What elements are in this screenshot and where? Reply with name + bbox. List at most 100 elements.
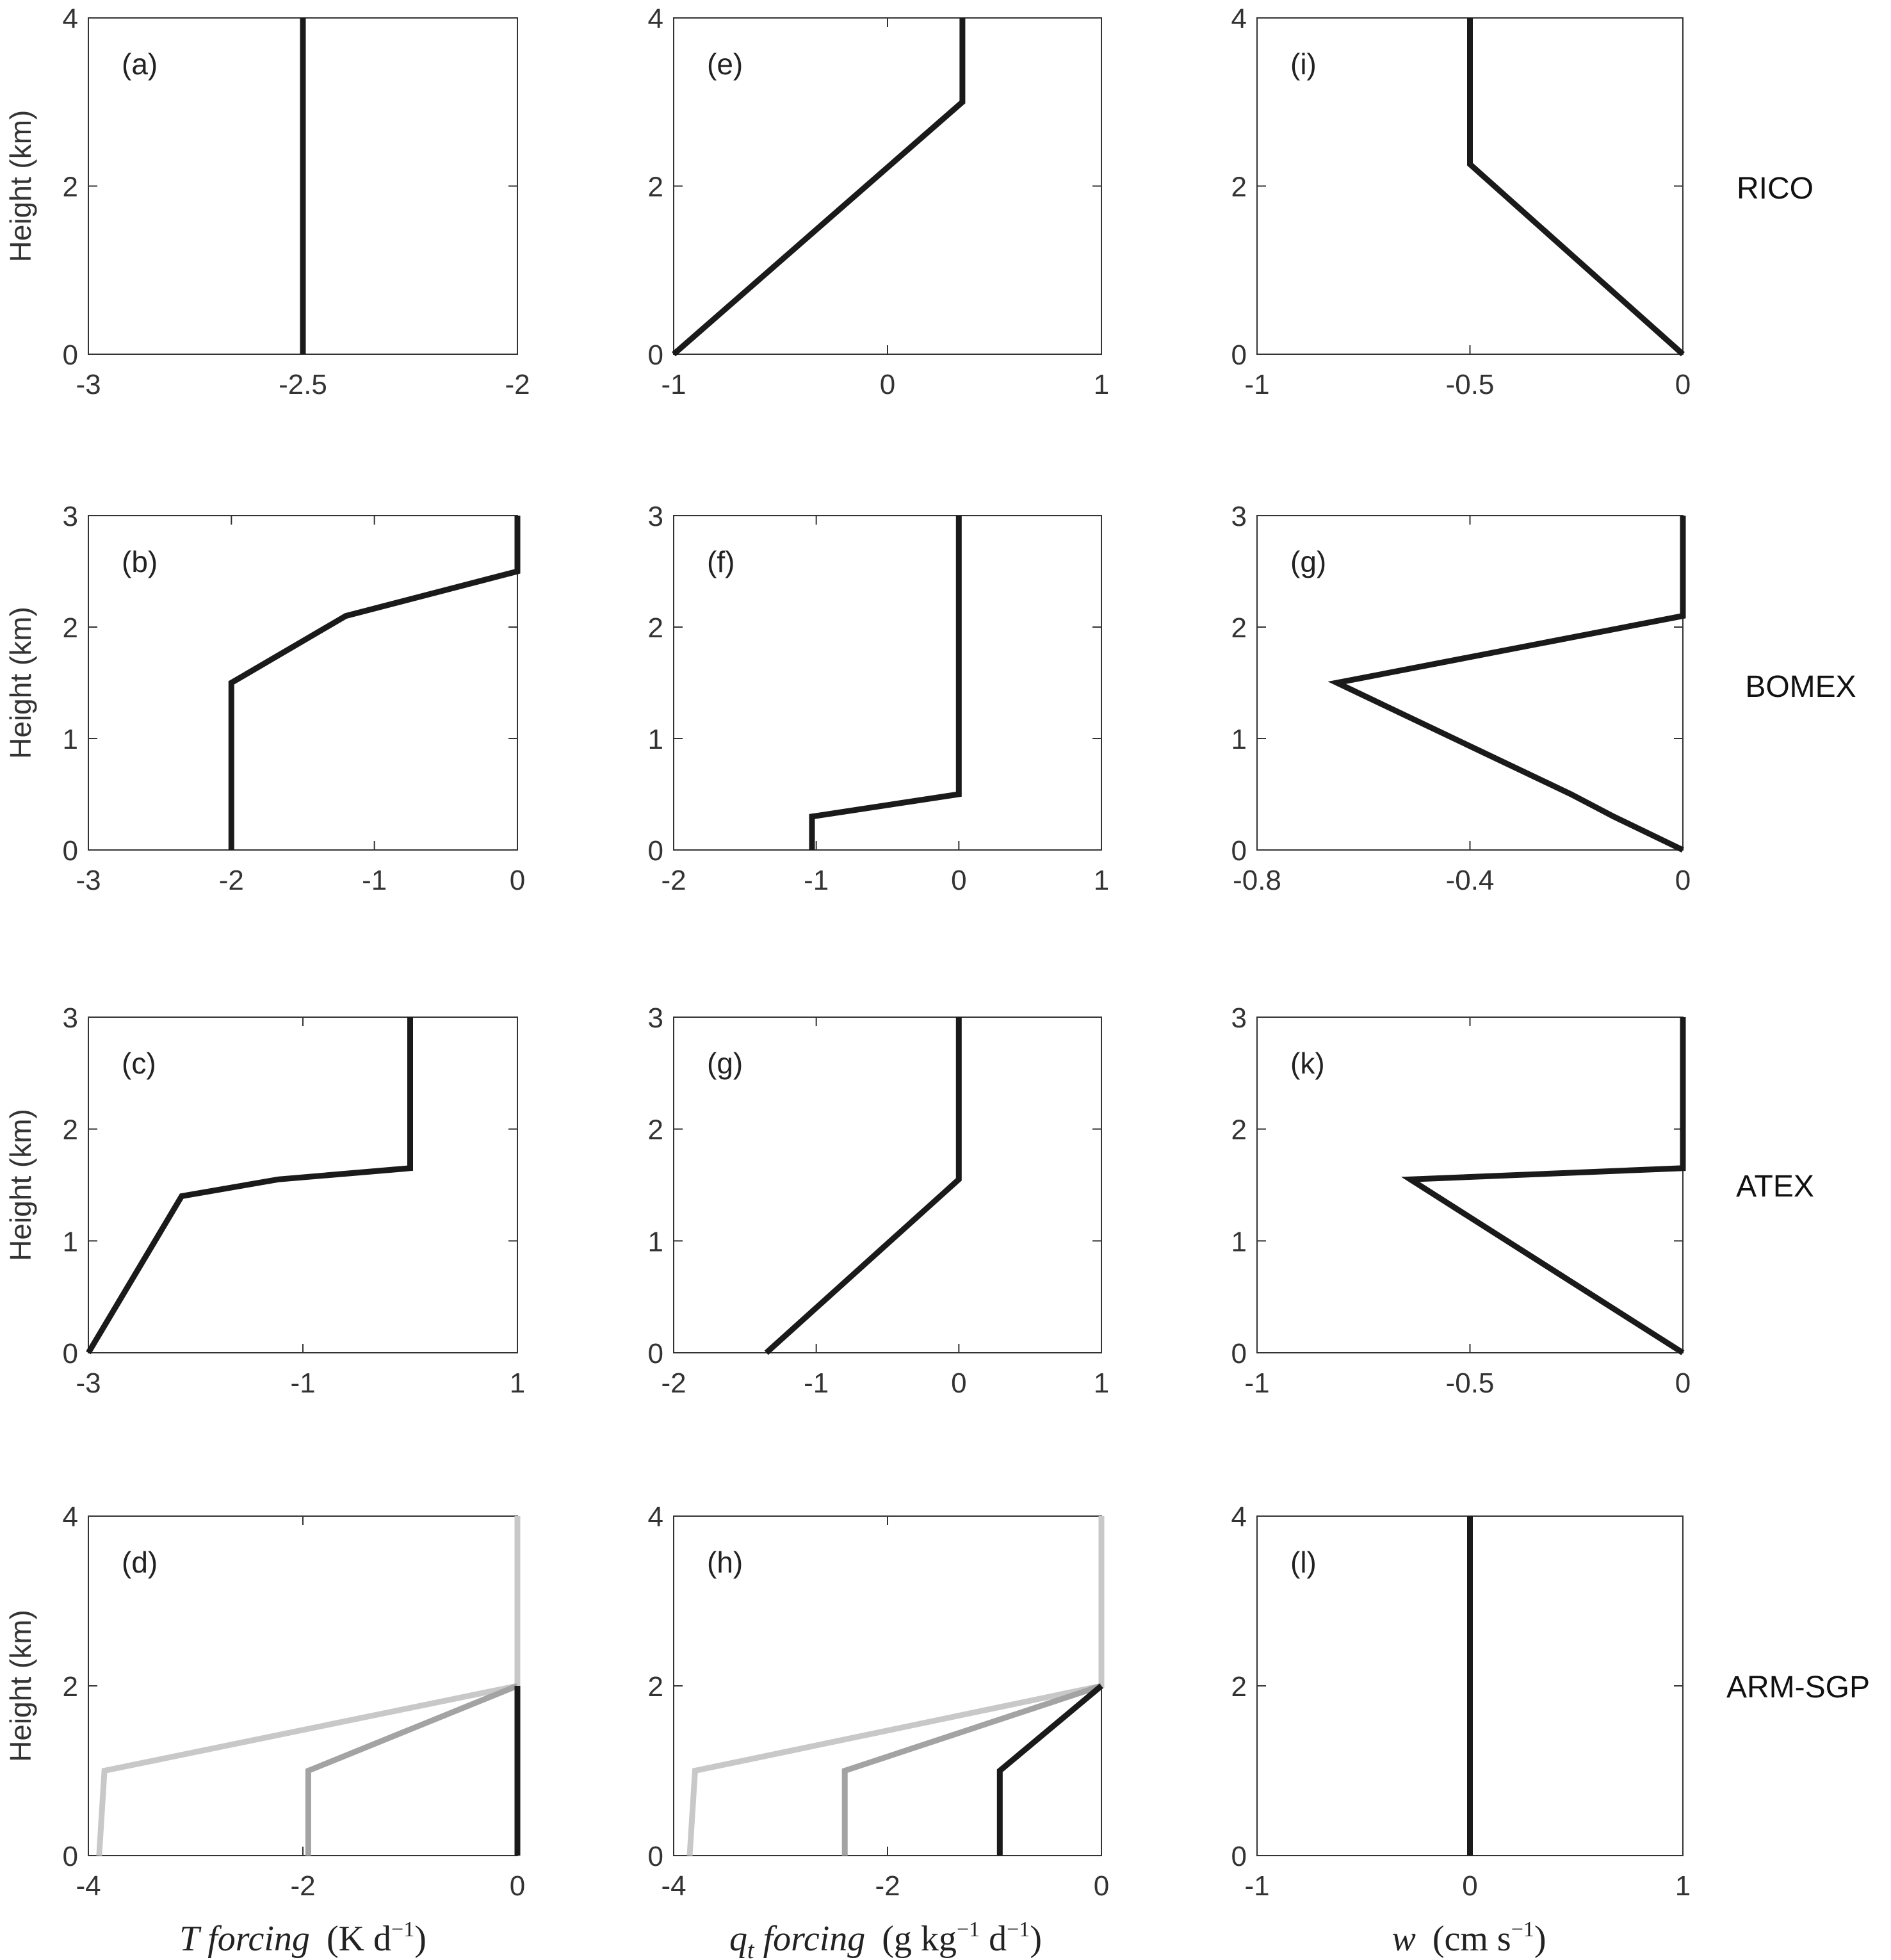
panel-label: (d): [122, 1546, 158, 1579]
y-axis-label: Height (km): [4, 607, 37, 759]
y-tick-label: 0: [1231, 835, 1247, 867]
x-tick-label: -2: [219, 865, 244, 896]
x-axis-label-w: w (cm s−1): [1392, 1918, 1546, 1959]
series-line-black: [1467, 18, 1685, 357]
y-tick-label: 4: [1231, 1501, 1247, 1533]
y-tick-label: 2: [1231, 612, 1247, 644]
x-tick-label: 0: [1462, 1870, 1477, 1902]
case-label-atex: ATEX: [1736, 1170, 1814, 1204]
panel-label: (g): [707, 1047, 743, 1080]
panel-label: (f): [707, 545, 734, 578]
panel-label: (b): [122, 545, 158, 578]
x-tick-label: 0: [510, 1870, 525, 1902]
x-axis-label-qt-forcing: qt forcing (g kg−1 d−1): [729, 1918, 1042, 1960]
panel-label: (k): [1290, 1047, 1325, 1080]
x-tick-label: -3: [76, 1368, 101, 1399]
y-tick-label: 3: [63, 1002, 78, 1034]
panel-label: (i): [1290, 47, 1317, 81]
y-tick-label: 2: [63, 1671, 78, 1703]
y-tick-label: 3: [63, 501, 78, 532]
y-tick-label: 1: [1231, 724, 1247, 755]
panel-d: -4 -2 0 0 2 4 Height (km) (d): [4, 1501, 525, 1902]
x-tick-label: -1: [804, 865, 829, 896]
panel-k: -1 -0.5 0 0 1 2 3 (k): [1231, 1002, 1691, 1399]
panel-h: -4 -2 0 0 2 4 (h): [648, 1501, 1110, 1902]
x-tick-label: -0.4: [1446, 865, 1495, 896]
y-tick-label: 0: [1231, 339, 1247, 371]
y-tick-label: 0: [648, 1841, 663, 1872]
y-tick-label: 0: [648, 1338, 663, 1369]
panel-c: -3 -1 1 0 1 2 3 Height (km) (c): [4, 1002, 525, 1399]
x-tick-label: -2: [661, 1368, 686, 1399]
case-label-rico: RICO: [1737, 172, 1814, 206]
x-tick-label: 0: [951, 1368, 966, 1399]
x-tick-label: -1: [1244, 1870, 1269, 1902]
panel-i: -1 -0.5 0 0 2 4 (i): [1231, 3, 1691, 400]
x-tick-label: -3: [76, 369, 101, 400]
x-tick-label: -0.5: [1446, 1368, 1495, 1399]
y-tick-label: 2: [63, 1115, 78, 1146]
y-tick-label: 4: [1231, 3, 1247, 35]
x-tick-label: 0: [1675, 1368, 1691, 1399]
y-tick-label: 0: [648, 835, 663, 867]
panel-label: (c): [122, 1047, 156, 1080]
y-tick-label: 2: [1231, 1671, 1247, 1703]
x-tick-label: -1: [804, 1368, 829, 1399]
y-tick-label: 2: [1231, 172, 1247, 203]
x-tick-label: -2: [875, 1870, 900, 1902]
y-tick-label: 3: [648, 501, 663, 532]
series-line-mid-gray: [841, 1683, 1103, 1856]
series-line-black: [996, 1683, 1103, 1856]
x-tick-label: 1: [510, 1368, 525, 1399]
y-tick-label: 2: [648, 612, 663, 644]
series-line-mid-gray: [305, 1683, 519, 1856]
x-tick-label: -1: [362, 865, 387, 896]
panel-label: (h): [707, 1546, 743, 1579]
y-tick-label: 0: [63, 1841, 78, 1872]
panel-label: (g): [1290, 545, 1326, 578]
x-tick-label: 1: [1094, 1368, 1109, 1399]
y-tick-label: 4: [648, 3, 663, 35]
case-label-arm-sgp: ARM-SGP: [1726, 1670, 1870, 1704]
y-tick-label: 2: [1231, 1115, 1247, 1146]
x-tick-label: -1: [661, 369, 686, 400]
panel-b: -3 -2 -1 0 0 1 2 3 Height (km) (b): [4, 501, 525, 896]
x-tick-label: 1: [1094, 865, 1109, 896]
x-tick-label: -2.5: [279, 369, 327, 400]
x-tick-label: -2: [661, 865, 686, 896]
x-tick-label: 0: [1675, 369, 1691, 400]
series-line-black: [764, 1017, 962, 1355]
panel-f: -2 -1 0 1 0 1 2 3 (f): [648, 501, 1110, 896]
panel-frame: [673, 515, 1102, 851]
y-tick-label: 3: [648, 1002, 663, 1034]
series-line-black: [86, 1017, 413, 1355]
x-tick-label: 0: [1675, 865, 1691, 896]
y-tick-label: 0: [63, 1338, 78, 1369]
panel-frame: [88, 515, 518, 851]
y-tick-label: 2: [63, 612, 78, 644]
y-tick-label: 1: [648, 724, 663, 755]
y-tick-label: 0: [648, 339, 663, 371]
x-tick-label: -0.5: [1446, 369, 1495, 400]
panel-label: (l): [1290, 1546, 1317, 1579]
x-tick-label: 1: [1675, 1870, 1691, 1902]
x-tick-label: -2: [505, 369, 530, 400]
x-tick-label: -2: [290, 1870, 315, 1902]
y-tick-label: 4: [648, 1501, 663, 1533]
x-tick-label: 1: [1094, 369, 1109, 400]
y-tick-label: 3: [1231, 501, 1247, 532]
y-tick-label: 0: [1231, 1338, 1247, 1369]
panel-label: (e): [707, 47, 743, 81]
y-tick-label: 0: [63, 339, 78, 371]
x-tick-label: 0: [510, 865, 525, 896]
y-tick-label: 0: [1231, 1841, 1247, 1872]
y-tick-label: 2: [648, 172, 663, 203]
series-line-black: [672, 18, 966, 357]
x-tick-label: -1: [290, 1368, 315, 1399]
y-tick-label: 4: [63, 1501, 78, 1533]
panel-g2: -2 -1 0 1 0 1 2 3 (g): [648, 1002, 1110, 1399]
